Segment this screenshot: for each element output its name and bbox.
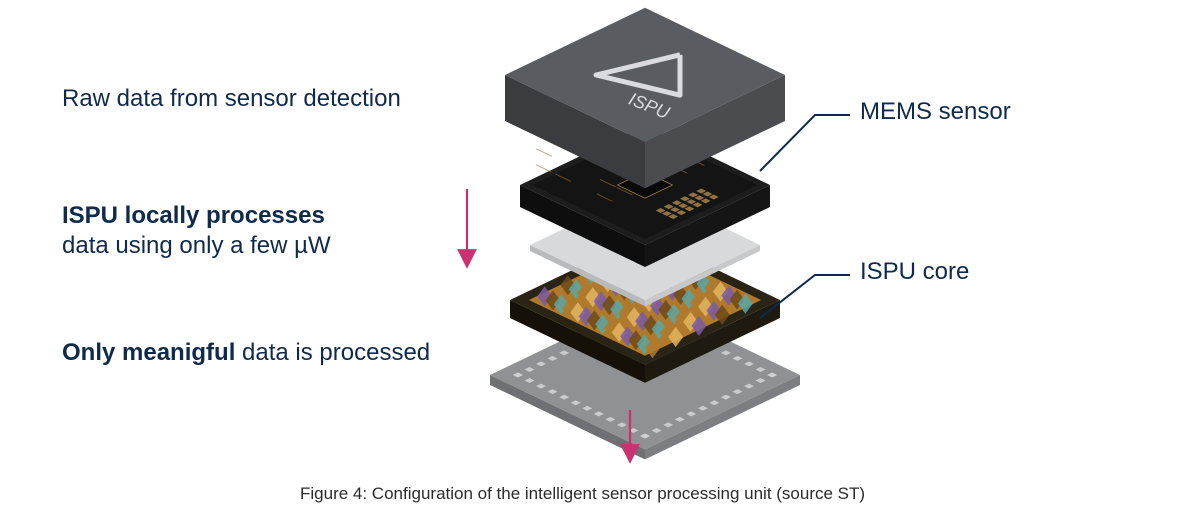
diagram-svg: ISPU <box>0 0 1188 522</box>
layer-package-top: ISPU <box>505 8 785 188</box>
